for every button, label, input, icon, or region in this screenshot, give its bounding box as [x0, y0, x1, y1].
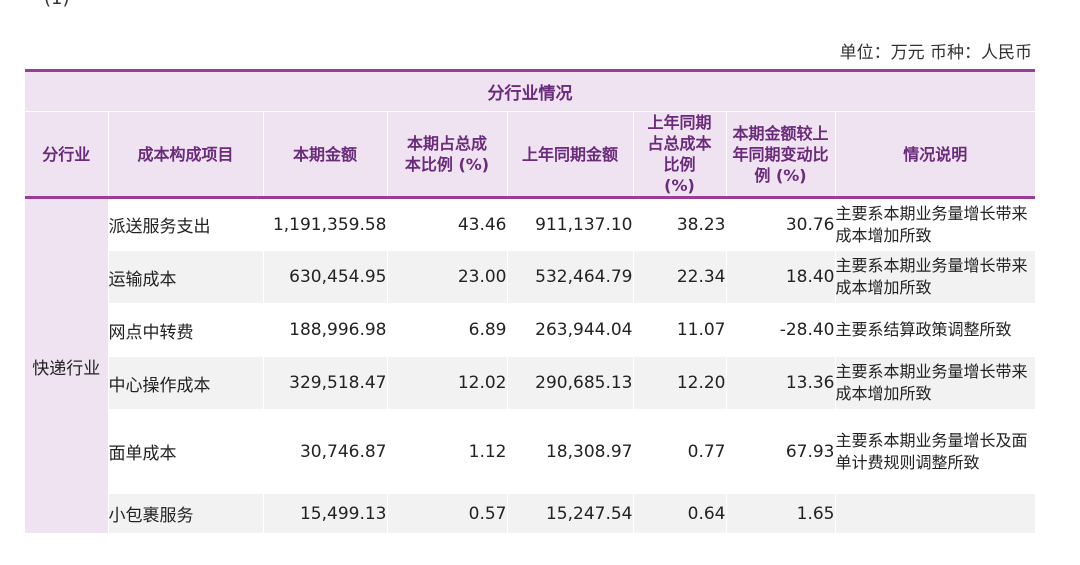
header-current-ratio: 本期占总成本比例 (%) — [386, 111, 507, 199]
header-item: 成本构成项目 — [107, 111, 263, 199]
header-prior-ratio: 上年同期占总成本比例 (%) — [632, 111, 726, 199]
current-ratio-cell: 43.46 — [386, 197, 507, 251]
industry-cell: 快递行业 — [25, 197, 108, 534]
section-marker: (1) — [44, 0, 70, 9]
prior-amount-cell: 911,137.10 — [506, 197, 633, 251]
current-amount-cell: 329,518.47 — [262, 356, 387, 410]
current-ratio-cell: 1.12 — [386, 409, 507, 494]
table-row: 小包裹服务 15,499.13 0.57 15,247.54 0.64 1.65 — [25, 493, 1035, 534]
current-ratio-cell: 6.89 — [386, 303, 507, 357]
change-ratio-cell: 13.36 — [725, 356, 835, 410]
table-row: 面单成本 30,746.87 1.12 18,308.97 0.77 67.93… — [25, 409, 1035, 494]
current-amount-cell: 188,996.98 — [262, 303, 387, 357]
current-amount-cell: 1,191,359.58 — [262, 197, 387, 251]
header-industry: 分行业 — [25, 111, 108, 199]
header-note: 情况说明 — [834, 111, 1035, 199]
prior-ratio-cell: 11.07 — [632, 303, 726, 357]
table-row: 运输成本 630,454.95 23.00 532,464.79 22.34 1… — [25, 250, 1035, 304]
unit-currency-note: 单位：万元 币种：人民币 — [839, 43, 1032, 63]
current-ratio-cell: 12.02 — [386, 356, 507, 410]
change-ratio-cell: -28.40 — [725, 303, 835, 357]
prior-ratio-cell: 0.64 — [632, 493, 726, 534]
table-row: 中心操作成本 329,518.47 12.02 290,685.13 12.20… — [25, 356, 1035, 410]
prior-ratio-cell: 12.20 — [632, 356, 726, 410]
item-cell: 中心操作成本 — [107, 356, 263, 410]
note-cell — [834, 493, 1035, 534]
change-ratio-cell: 1.65 — [725, 493, 835, 534]
header-current-amount: 本期金额 — [262, 111, 387, 199]
current-amount-cell: 30,746.87 — [262, 409, 387, 494]
header-change-ratio: 本期金额较上年同期变动比例 (%) — [725, 111, 835, 199]
item-cell: 网点中转费 — [107, 303, 263, 357]
item-cell: 运输成本 — [107, 250, 263, 304]
table-section-title: 分行业情况 — [25, 69, 1035, 112]
note-cell: 主要系本期业务量增长及面单计费规则调整所致 — [834, 409, 1035, 494]
current-amount-cell: 15,499.13 — [262, 493, 387, 534]
note-cell: 主要系本期业务量增长带来成本增加所致 — [834, 356, 1035, 410]
table-title-row: 分行业情况 — [25, 69, 1035, 112]
item-cell: 小包裹服务 — [107, 493, 263, 534]
prior-amount-cell: 263,944.04 — [506, 303, 633, 357]
header-prior-amount: 上年同期金额 — [506, 111, 633, 199]
prior-ratio-cell: 0.77 — [632, 409, 726, 494]
prior-ratio-cell: 22.34 — [632, 250, 726, 304]
item-cell: 派送服务支出 — [107, 197, 263, 251]
item-cell: 面单成本 — [107, 409, 263, 494]
current-ratio-cell: 0.57 — [386, 493, 507, 534]
note-cell: 主要系本期业务量增长带来成本增加所致 — [834, 250, 1035, 304]
note-cell: 主要系本期业务量增长带来成本增加所致 — [834, 197, 1035, 251]
change-ratio-cell: 67.93 — [725, 409, 835, 494]
current-amount-cell: 630,454.95 — [262, 250, 387, 304]
change-ratio-cell: 18.40 — [725, 250, 835, 304]
current-ratio-cell: 23.00 — [386, 250, 507, 304]
prior-ratio-cell: 38.23 — [632, 197, 726, 251]
cost-structure-table: 分行业情况 分行业 成本构成项目 本期金额 本期占总成本比例 (%) 上年同期金… — [25, 69, 1035, 534]
prior-amount-cell: 290,685.13 — [506, 356, 633, 410]
note-cell: 主要系结算政策调整所致 — [834, 303, 1035, 357]
prior-amount-cell: 18,308.97 — [506, 409, 633, 494]
table-row: 网点中转费 188,996.98 6.89 263,944.04 11.07 -… — [25, 303, 1035, 357]
change-ratio-cell: 30.76 — [725, 197, 835, 251]
prior-amount-cell: 532,464.79 — [506, 250, 633, 304]
table-row: 快递行业 派送服务支出 1,191,359.58 43.46 911,137.1… — [25, 197, 1035, 534]
table-header-row: 分行业 成本构成项目 本期金额 本期占总成本比例 (%) 上年同期金额 上年同期… — [25, 111, 1035, 199]
prior-amount-cell: 15,247.54 — [506, 493, 633, 534]
